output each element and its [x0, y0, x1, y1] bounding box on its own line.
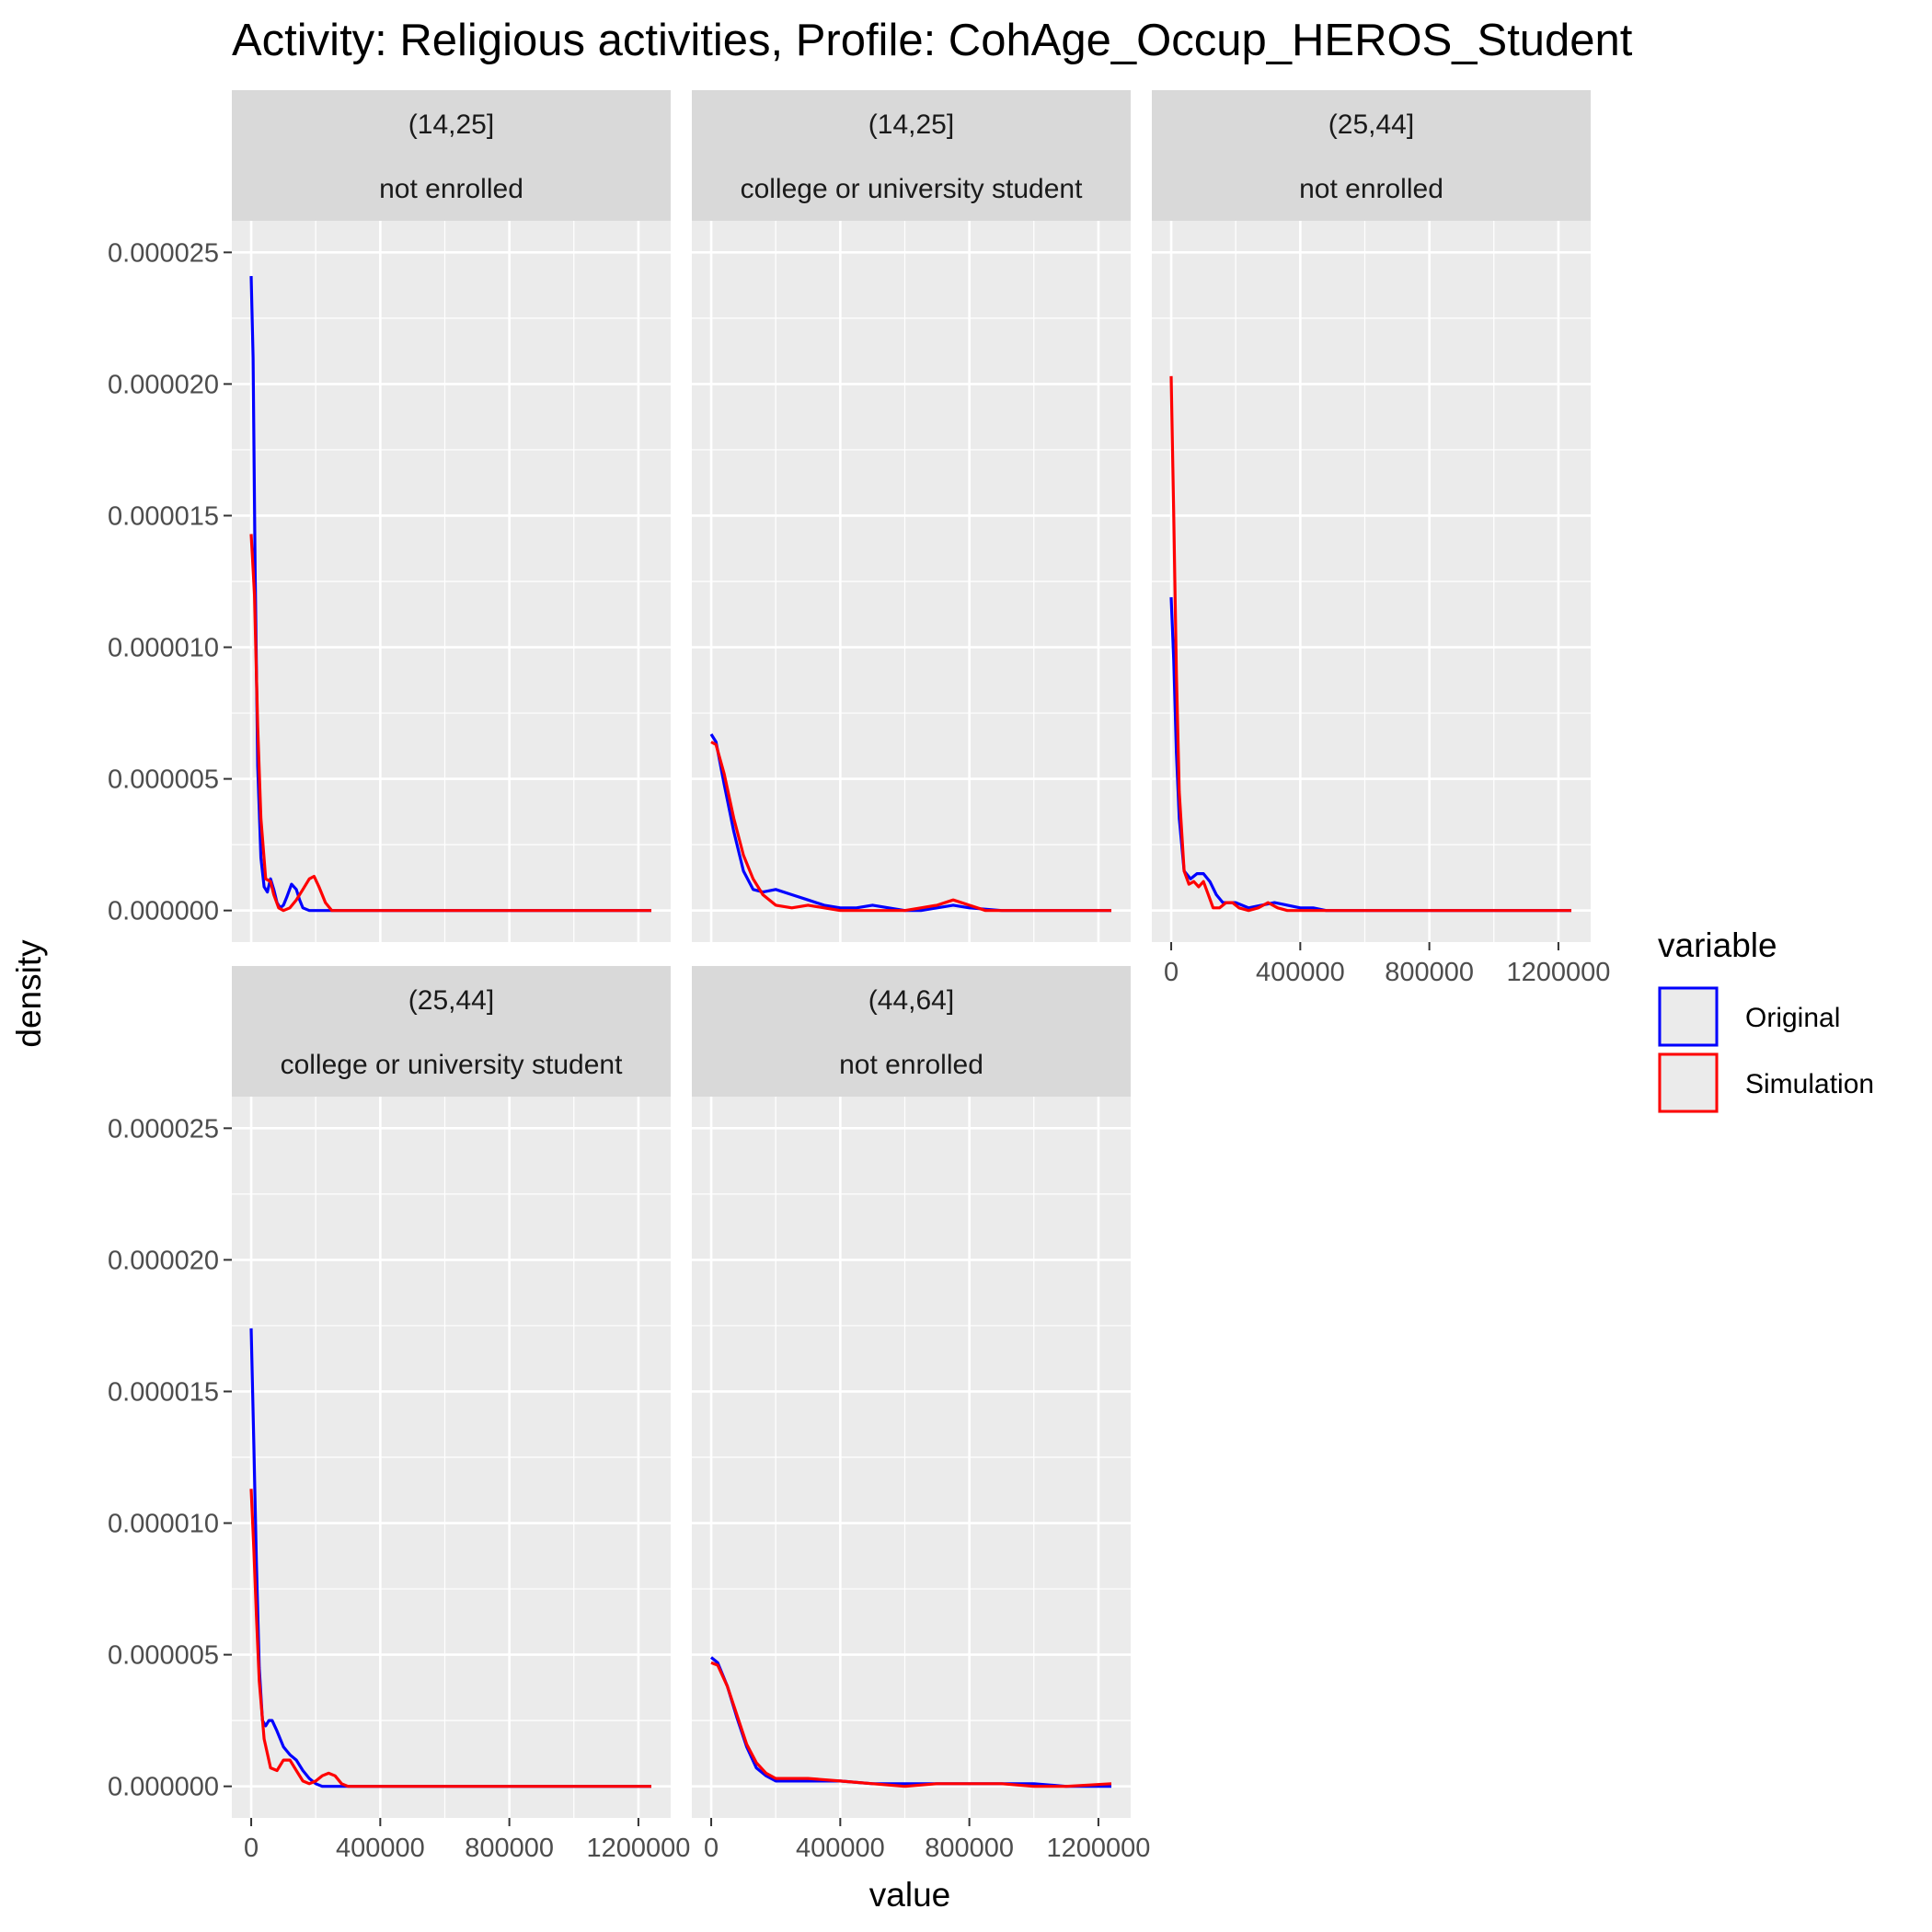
y-tick-label: 0.000020 [108, 370, 219, 399]
x-tick-label: 0 [1164, 958, 1179, 987]
x-tick-label: 400000 [336, 1834, 425, 1863]
facet-strip-label: not enrolled [1299, 174, 1443, 204]
facet-panel: (25,44] not enrolled 0 400000 800000 1200000 [1152, 90, 1610, 987]
x-tick-label: 400000 [796, 1834, 885, 1863]
y-tick-label: 0.000020 [108, 1246, 219, 1275]
y-tick-label: 0.000015 [108, 501, 219, 531]
facet-strip-label: (25,44] [1328, 109, 1414, 140]
y-tick-label: 0.000025 [108, 1114, 219, 1144]
y-tick-label: 0.000010 [108, 1510, 219, 1539]
x-tick-label: 800000 [925, 1834, 1014, 1863]
x-tick-label: 1200000 [1506, 958, 1610, 987]
x-tick-label: 400000 [1256, 958, 1345, 987]
facet-strip [232, 966, 671, 1097]
y-tick-label: 0.000005 [108, 765, 219, 795]
density-line-original [709, 733, 1111, 913]
legend-key-background [1658, 1052, 1719, 1113]
facet-panel: (25,44] college or university student 0.00… [108, 966, 690, 1863]
y-tick-label: 0.000015 [108, 1377, 219, 1407]
y-tick-label: 0.000025 [108, 238, 219, 268]
density-line-simulation [1169, 375, 1571, 913]
density-line-simulation [249, 1489, 651, 1788]
chart-title: Activity: Religious activities, Profile:… [232, 16, 1633, 65]
y-tick-label: 0.000005 [108, 1641, 219, 1671]
x-tick-label: 800000 [465, 1834, 554, 1863]
y-tick-label: 0.000010 [108, 634, 219, 663]
density-line-original [249, 276, 651, 913]
facet-panels: (14,25] not enrolled 0.000000 0.000005 0.000… [108, 90, 1610, 1863]
legend-title: variable [1658, 926, 1777, 964]
facet-panel: (14,25] college or university student [692, 90, 1131, 942]
legend-items: Original Simulation [1658, 986, 1874, 1113]
y-tick-label: 0.000000 [108, 897, 219, 926]
x-tick-label: 800000 [1385, 958, 1474, 987]
facet-panel: (14,25] not enrolled 0.000000 0.000005 0.000… [108, 90, 671, 942]
legend-label-simulation: Simulation [1745, 1069, 1874, 1099]
facet-strip-label: not enrolled [379, 174, 523, 204]
facet-strip-label: college or university student [281, 1050, 624, 1080]
x-tick-label: 0 [704, 1834, 719, 1863]
x-tick-label: 1200000 [586, 1834, 690, 1863]
facet-strip-label: college or university student [741, 174, 1084, 204]
density-line-simulation [710, 741, 1111, 913]
facet-strip-label: (25,44] [408, 985, 494, 1016]
legend-key-original [1658, 986, 1719, 1047]
x-tick-label: 0 [244, 1834, 259, 1863]
density-line-simulation [249, 534, 651, 913]
facet-strip [1152, 90, 1591, 221]
legend-key-background [1658, 986, 1719, 1047]
y-axis-title: density [10, 939, 48, 1048]
density-line-simulation [710, 1661, 1112, 1788]
facet-strip-label: (44,64] [868, 985, 954, 1016]
facet-strip-label: (14,25] [868, 109, 954, 140]
facet-strip [692, 966, 1131, 1097]
facet-panel: (44,64] not enrolled 0 400000 800000 1200000 [692, 966, 1150, 1863]
legend: variable Original Simulation [1658, 926, 1874, 1113]
facet-strip-label: not enrolled [839, 1050, 983, 1080]
facet-strip [692, 90, 1131, 221]
facet-strip-label: (14,25] [408, 109, 494, 140]
x-axis-title: value [869, 1876, 950, 1914]
legend-label-original: Original [1745, 1003, 1840, 1033]
legend-key-simulation [1658, 1052, 1719, 1113]
x-tick-label: 1200000 [1046, 1834, 1150, 1863]
y-tick-label: 0.000000 [108, 1773, 219, 1802]
facet-strip [232, 90, 671, 221]
